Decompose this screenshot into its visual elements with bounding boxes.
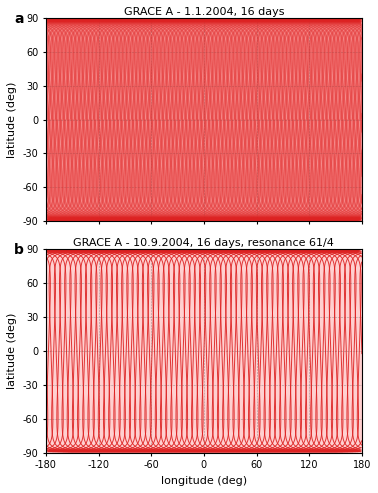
Title: GRACE A - 10.9.2004, 16 days, resonance 61/4: GRACE A - 10.9.2004, 16 days, resonance … [73,239,334,248]
X-axis label: longitude (deg): longitude (deg) [161,476,247,486]
Text: b: b [14,243,24,257]
Text: a: a [14,12,24,26]
Y-axis label: latitude (deg): latitude (deg) [7,81,17,158]
Y-axis label: latitude (deg): latitude (deg) [7,313,17,389]
Title: GRACE A - 1.1.2004, 16 days: GRACE A - 1.1.2004, 16 days [124,7,284,17]
